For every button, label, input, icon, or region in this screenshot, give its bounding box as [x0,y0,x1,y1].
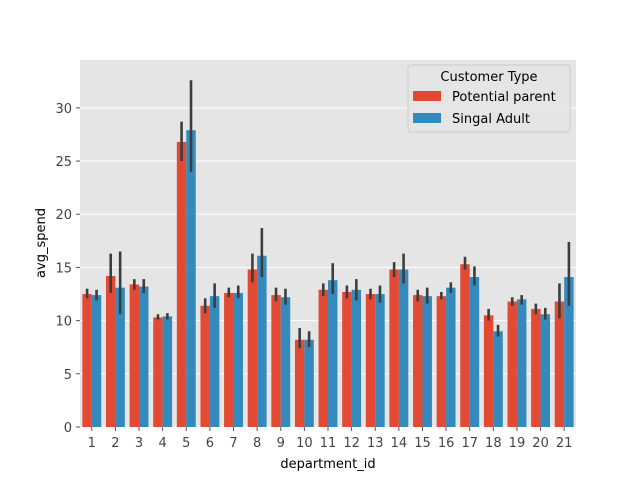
x-tick-label: 7 [229,436,237,451]
bar-singal-adult [139,286,149,427]
legend-label-potential-parent: Potential parent [452,90,556,105]
bar-singal-adult [398,269,409,427]
bar-potential-parent [129,284,140,427]
legend-label-singal-adult: Singal Adult [452,112,530,127]
legend: Customer Type Potential parent Singal Ad… [407,64,571,133]
y-tick-label: 25 [55,155,72,170]
bar-singal-adult [564,277,574,427]
bar-singal-adult [162,316,173,427]
x-tick-label: 18 [485,436,502,451]
bar-singal-adult [280,297,291,427]
bar-singal-adult [91,295,102,427]
bar-singal-adult [469,277,480,427]
bar-singal-adult [516,299,527,427]
bar-potential-parent [483,315,494,427]
bar-singal-adult [257,255,267,427]
bars [82,130,574,428]
bar-singal-adult [422,296,432,427]
bar-potential-parent [342,291,352,427]
x-tick-label: 9 [277,436,285,451]
bar-potential-parent [82,294,92,427]
x-tick-label: 19 [509,436,526,451]
bar-singal-adult [186,130,196,428]
y-tick-label: 10 [55,315,72,330]
x-tick-label: 16 [438,436,455,451]
legend-title: Customer Type [440,70,537,85]
x-tick-label: 12 [343,436,360,451]
bar-potential-parent [389,269,399,427]
bar-potential-parent [153,317,163,427]
bar-potential-parent [294,339,305,427]
x-tick-label: 3 [135,436,143,451]
bar-singal-adult [351,289,362,427]
error-bars [85,80,571,349]
y-tick-label: 0 [64,421,72,436]
y-tick-label: 20 [55,208,72,223]
bar-potential-parent [105,275,116,427]
x-tick-label: 14 [391,436,408,451]
y-tick-label: 30 [55,102,72,117]
y-axis-ticks: 0 5 10 15 20 25 30 [55,102,80,436]
x-tick-label: 15 [414,436,431,451]
x-tick-label: 4 [159,436,167,451]
x-tick-label: 20 [532,436,549,451]
bar-singal-adult [115,287,125,427]
bar-potential-parent [224,292,234,427]
bar-potential-parent [413,295,423,427]
legend-swatch-singal-adult [413,113,441,123]
x-tick-label: 6 [206,436,214,451]
bar-singal-adult [540,314,551,427]
x-tick-label: 10 [296,436,313,451]
y-tick-label: 15 [55,261,72,276]
bar-potential-parent [271,295,281,427]
bar-singal-adult [304,339,314,427]
x-tick-label: 5 [182,436,190,451]
x-tick-label: 8 [253,436,261,451]
x-tick-label: 11 [320,436,337,451]
bar-singal-adult [209,296,220,427]
bar-potential-parent [365,294,376,427]
x-axis-label: department_id [280,457,375,472]
x-tick-label: 21 [556,436,573,451]
bar-potential-parent [176,141,187,427]
bar-potential-parent [531,308,541,427]
x-tick-label: 2 [111,436,119,451]
bar-potential-parent [318,289,328,427]
bar-singal-adult [446,287,456,427]
bar-singal-adult [233,292,243,427]
bar-singal-adult [493,331,503,427]
x-tick-label: 1 [88,436,96,451]
x-axis-ticks: 1 2 3 4 5 6 7 8 9 10 11 12 13 14 15 16 17 18 19 20 21 [88,427,573,451]
y-tick-label: 5 [64,368,72,383]
bar-potential-parent [460,264,470,427]
legend-swatch-potential-parent [413,91,441,101]
bar-potential-parent [507,301,517,427]
x-tick-label: 17 [461,436,478,451]
bar-potential-parent [200,305,210,427]
bar-singal-adult [328,280,338,427]
bar-singal-adult [375,294,385,427]
x-tick-label: 13 [367,436,384,451]
legend-box [407,64,571,133]
bar-potential-parent [247,269,258,427]
bar-potential-parent [436,296,447,427]
bar-potential-parent [554,301,565,427]
y-axis-label: avg_spend [34,208,49,278]
